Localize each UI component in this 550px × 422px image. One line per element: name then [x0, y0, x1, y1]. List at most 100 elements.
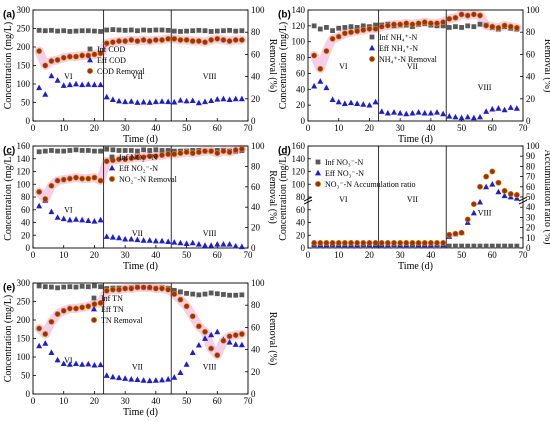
data-point: [409, 239, 416, 246]
data-point: [226, 333, 233, 340]
data-point: [141, 27, 146, 33]
data-point: [220, 36, 227, 43]
data-point: [159, 237, 165, 244]
data-point: [177, 369, 184, 375]
series-triangle: [36, 328, 245, 384]
data-point: [152, 98, 159, 105]
data-point: [440, 23, 446, 29]
data-point: [360, 23, 366, 29]
data-point: [73, 360, 79, 367]
data-point: [61, 28, 67, 34]
data-point: [122, 27, 128, 33]
data-point: [238, 243, 245, 250]
legend-marker: [314, 181, 321, 188]
data-point: [452, 230, 459, 237]
data-point: [227, 292, 232, 298]
data-point: [366, 101, 373, 108]
data-point: [79, 175, 86, 182]
data-point: [513, 24, 520, 31]
data-point: [135, 148, 140, 154]
data-point: [489, 243, 495, 249]
phase-label: VIII: [478, 208, 492, 217]
data-point: [489, 181, 496, 187]
data-point: [36, 48, 43, 55]
data-point: [195, 38, 202, 45]
data-point: [91, 51, 98, 58]
data-point: [502, 243, 507, 249]
data-point: [195, 149, 202, 156]
data-point: [232, 341, 239, 347]
x-tick-label: 50: [457, 123, 467, 133]
x-tick-label: 50: [182, 396, 192, 406]
plot-frame: [307, 9, 524, 122]
data-point: [464, 216, 471, 223]
data-point: [348, 24, 354, 30]
data-point: [109, 286, 116, 293]
data-point: [42, 196, 49, 203]
x-tick-label: 30: [396, 250, 406, 260]
data-point: [214, 240, 221, 247]
data-point: [189, 313, 196, 320]
y2-axis-title: Removal (%): [267, 312, 278, 366]
data-point: [54, 177, 61, 184]
data-point: [220, 337, 227, 344]
x-tick-label: 40: [426, 250, 436, 260]
y-tick-label: 50: [21, 98, 31, 108]
data-point: [208, 345, 215, 352]
data-point: [336, 25, 342, 31]
data-point: [195, 341, 202, 348]
data-point: [98, 284, 103, 290]
data-point: [54, 214, 61, 220]
x-tick-label: 40: [426, 123, 436, 133]
data-point: [354, 100, 361, 106]
x-tick-label: 20: [365, 123, 375, 133]
data-point: [165, 286, 172, 293]
x-tick-label: 10: [334, 123, 344, 133]
data-point: [330, 28, 335, 34]
legend-marker: [109, 154, 115, 160]
y-tick-label: 160: [17, 141, 31, 151]
legend-marker: [315, 169, 321, 176]
y2-tick-label: 40: [251, 345, 261, 355]
panel-label: (c): [3, 145, 15, 156]
phase-label: VIII: [478, 83, 492, 92]
data-point: [458, 114, 465, 121]
y-tick-label: 120: [17, 167, 31, 177]
data-point: [483, 183, 490, 190]
panel-label: (b): [278, 9, 291, 20]
data-point: [171, 239, 178, 245]
y-tick-label: 0: [26, 243, 31, 253]
y2-tick-label: 20: [251, 367, 261, 377]
y2-tick-label: 20: [526, 223, 536, 233]
data-point: [208, 148, 215, 155]
legend-entry: COD Removal: [97, 67, 146, 76]
data-point: [196, 292, 202, 298]
legend-marker: [369, 34, 375, 40]
data-point: [103, 40, 110, 47]
removal-highlight-band: [309, 9, 522, 74]
data-point: [165, 238, 172, 245]
data-point: [85, 52, 92, 59]
data-point: [183, 240, 190, 246]
data-point: [73, 28, 79, 34]
data-point: [202, 148, 209, 155]
y-tick-label: 80: [296, 192, 306, 202]
data-point: [195, 240, 202, 247]
data-point: [146, 237, 153, 243]
data-point: [36, 188, 43, 195]
data-point: [214, 95, 221, 102]
y2-tick-label: 100: [526, 141, 540, 151]
y2-tick-label: 90: [526, 151, 536, 161]
legend: Inf NO₃⁻-N Eff NO₃⁻-N NO₃⁻-N Accumulation …: [314, 158, 416, 189]
data-point: [73, 80, 79, 87]
data-point: [73, 305, 80, 312]
data-point: [483, 22, 490, 29]
data-point: [60, 82, 67, 88]
data-point: [470, 11, 477, 18]
x-tick-label: 30: [121, 250, 131, 260]
data-point: [116, 374, 122, 381]
data-point: [97, 361, 104, 368]
y2-tick-label: 0: [251, 389, 256, 399]
y2-tick-label: 20: [251, 223, 261, 233]
data-point: [434, 109, 440, 115]
